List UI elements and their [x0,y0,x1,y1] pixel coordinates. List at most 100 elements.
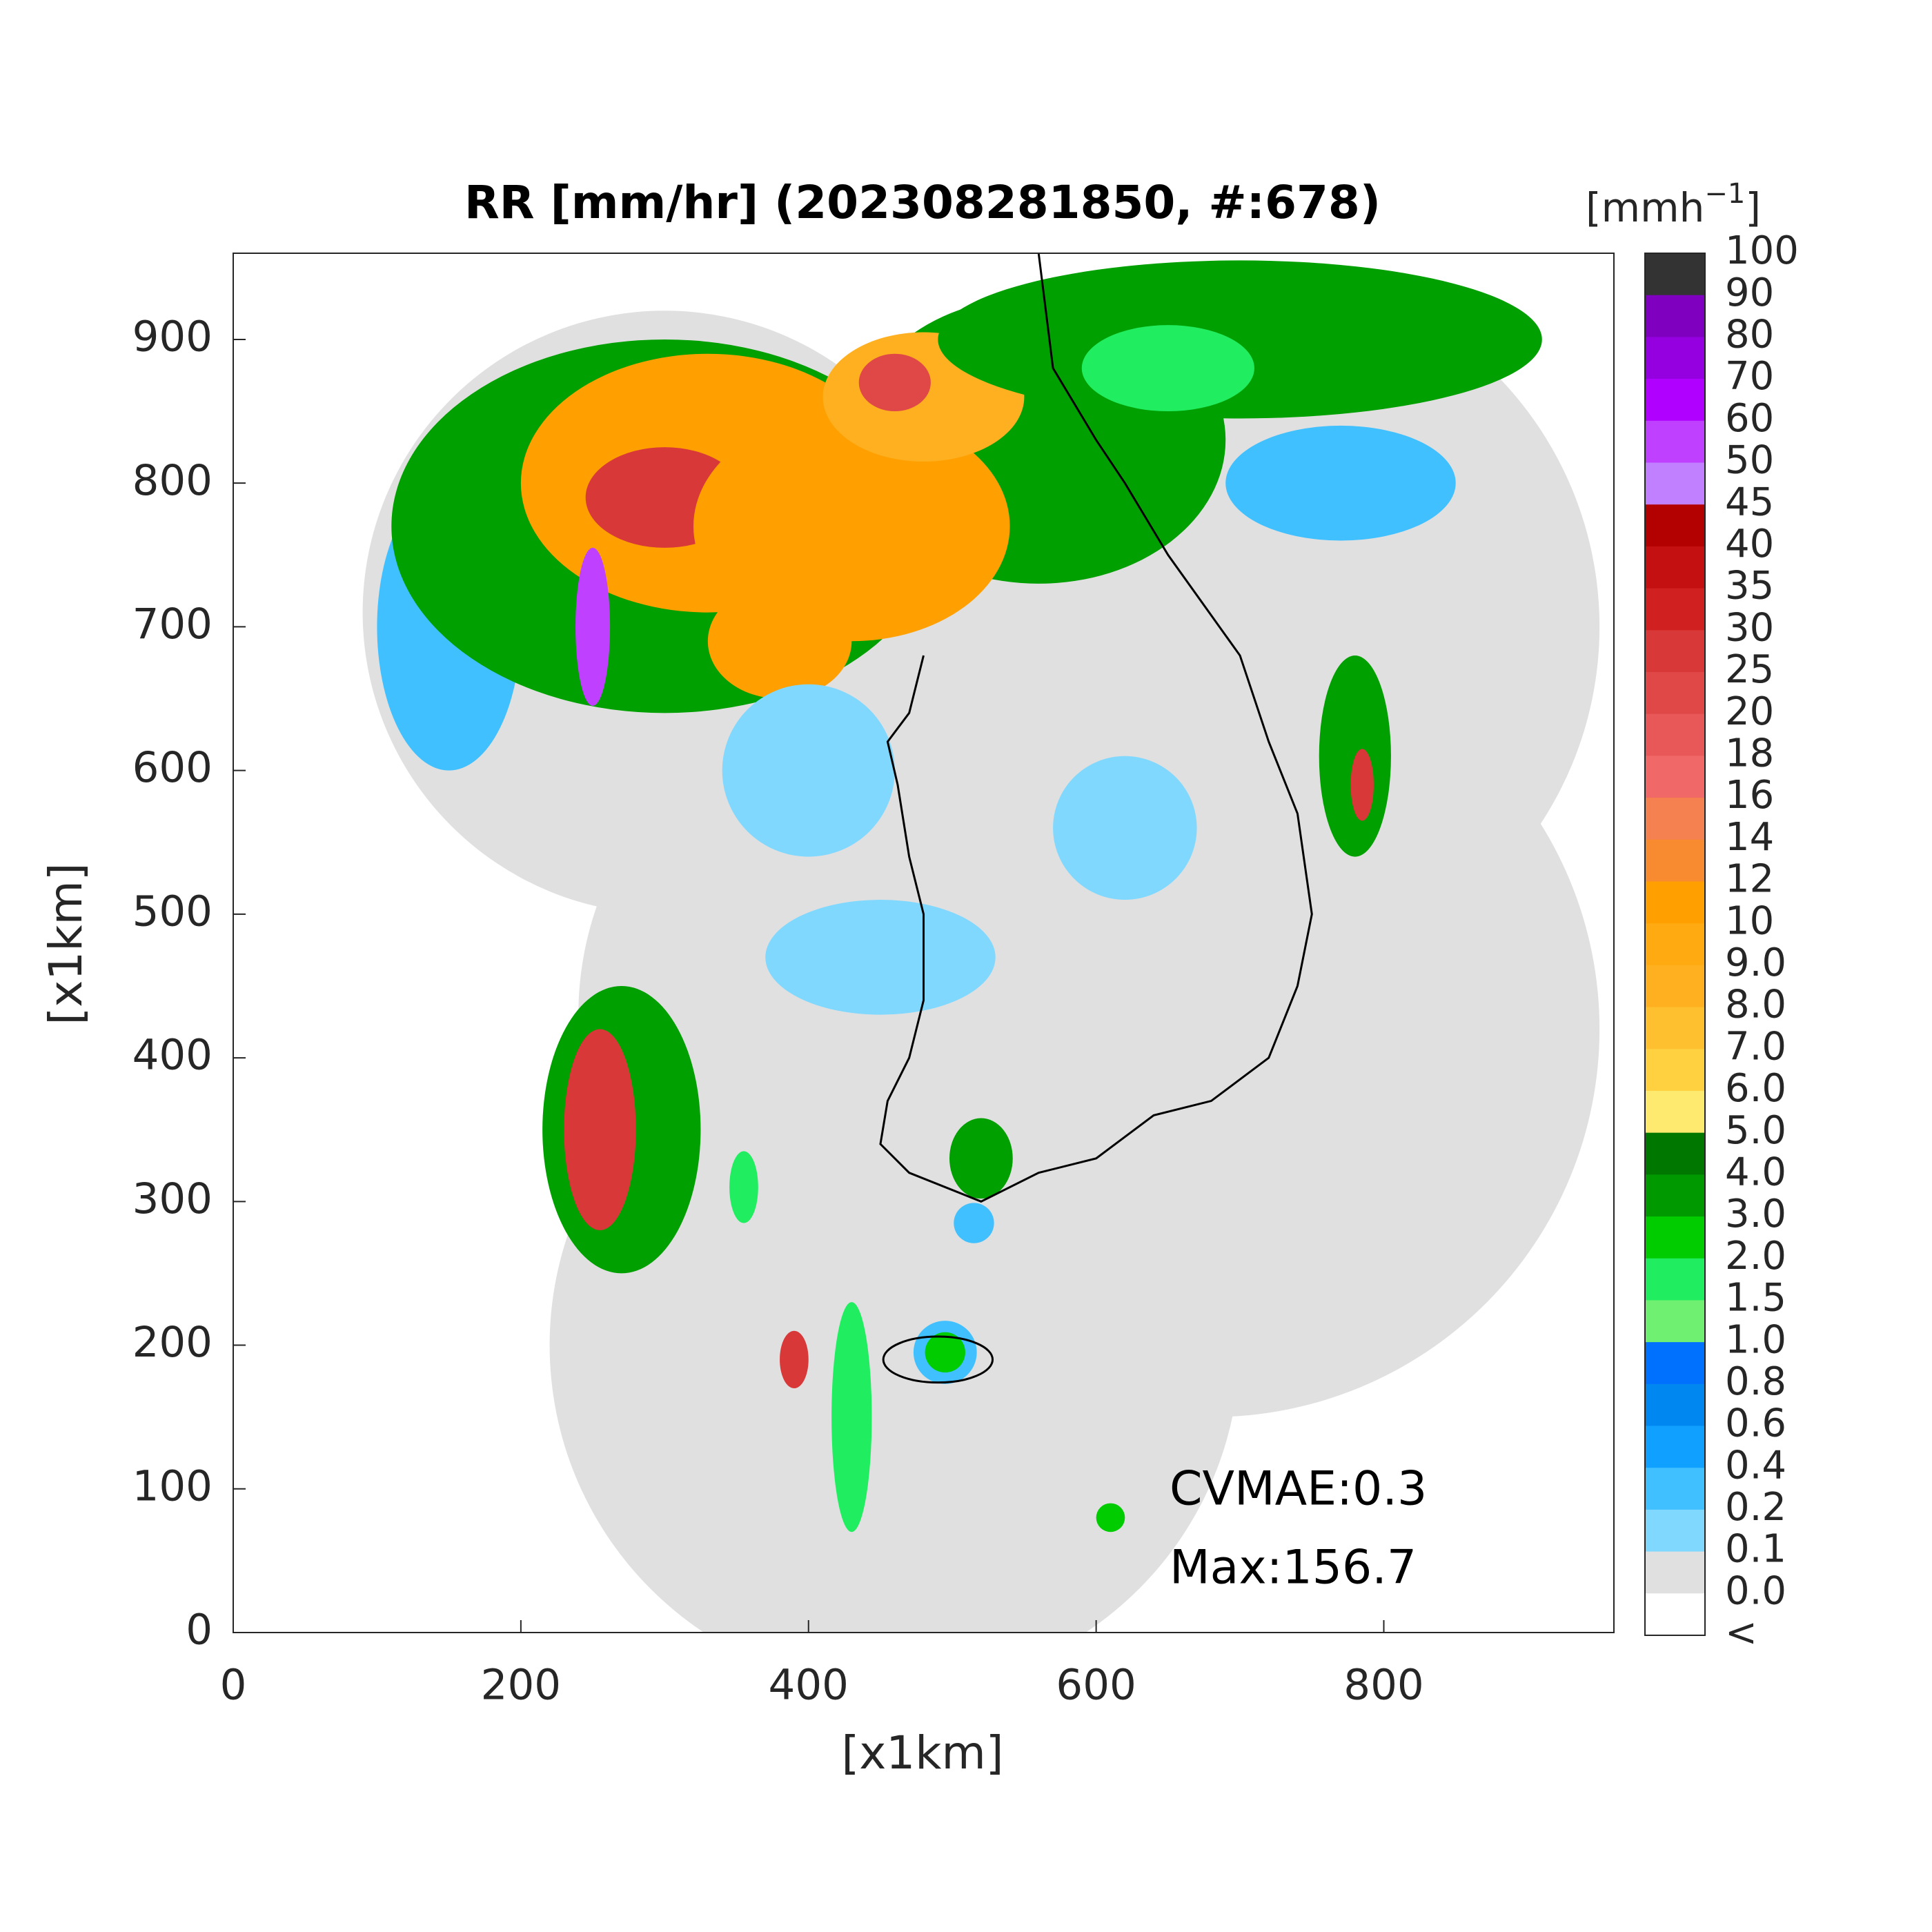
precip-patch [722,684,895,857]
colorbar-segment [1645,713,1705,756]
colorbar-label: 0.8 [1725,1359,1786,1404]
colorbar-segment [1645,504,1705,547]
x-tick-label: 600 [1056,1661,1136,1710]
chart-title: RR [mm/hr] (202308281850, #:678) [464,176,1381,229]
precip-patch [707,583,852,699]
colorbar-segment [1645,1551,1705,1594]
axes-box [233,253,1615,1633]
precip-patch [765,900,996,1015]
x-tick-label: 0 [220,1661,247,1710]
island-outline [882,1335,994,1384]
colorbar-label: 100 [1725,228,1799,273]
colorbar-segment [1645,1174,1705,1217]
colorbar-box [1644,253,1706,1636]
precip-patch [1081,325,1254,412]
coastline [879,253,1313,1203]
precip-patch [729,1151,758,1223]
colorbar-label: 3.0 [1725,1192,1786,1236]
colorbar-label: 90 [1725,270,1774,315]
colorbar-segment [1645,1383,1705,1427]
colorbar-label: 50 [1725,438,1774,483]
precip-patch [831,1302,872,1532]
colorbar-label: 12 [1725,857,1774,902]
precip-patch [1053,756,1197,900]
precip-patch [780,1330,809,1389]
colorbar-segment [1645,1132,1705,1175]
y-tick-label: 700 [132,600,213,649]
colorbar-segment [1645,1509,1705,1552]
colorbar-segment [1645,1049,1705,1092]
colorbar-segment [1645,462,1705,505]
y-tick-label: 600 [132,743,213,792]
unit-sup: −1 [1704,178,1745,210]
y-tick-label: 200 [132,1318,213,1367]
annotation: CVMAE:0.3 [1170,1462,1427,1517]
precip-patch [575,547,611,706]
colorbar-label: 1.0 [1725,1317,1786,1362]
colorbar-label: 25 [1725,647,1774,692]
colorbar-label: 5.0 [1725,1108,1786,1153]
colorbar-label: 2.0 [1725,1234,1786,1279]
colorbar-label: 1.5 [1725,1276,1786,1321]
unit-end: ] [1745,184,1761,231]
colorbar-segment [1645,630,1705,673]
colorbar-segment [1645,546,1705,589]
colorbar-segment [1645,1593,1705,1636]
colorbar-segment [1645,253,1705,296]
y-tick-label: 900 [132,313,213,362]
x-tick-label: 800 [1343,1661,1423,1710]
precip-patch [1225,425,1456,541]
colorbar-label: 14 [1725,815,1774,860]
colorbar-label: 60 [1725,396,1774,441]
colorbar-label: 6.0 [1725,1066,1786,1111]
colorbar-segment [1645,798,1705,840]
colorbar-label: 10 [1725,898,1774,943]
colorbar-segment [1645,1426,1705,1468]
colorbar-label: 20 [1725,689,1774,734]
map-area [362,253,1600,1633]
colorbar-label: 0.6 [1725,1401,1786,1446]
x-axis-label: [x1km] [841,1726,1003,1780]
precip-patch [954,1203,994,1243]
precip-patch [1096,1503,1125,1532]
colorbar-label: 35 [1725,564,1774,609]
y-axis-label: [x1km] [39,862,92,1025]
x-tick-label: 400 [769,1661,849,1710]
colorbar-segment [1645,1468,1705,1510]
colorbar-segment [1645,1007,1705,1049]
precip-patch [693,411,1010,642]
colorbar-label: 70 [1725,354,1774,399]
colorbar-segment [1645,756,1705,798]
y-tick-label: 300 [132,1174,213,1223]
colorbar-segment [1645,1300,1705,1343]
y-tick-label: 500 [132,887,213,936]
unit-base: [mmh [1586,184,1704,231]
colorbar-segment [1645,839,1705,882]
precip-patch [1319,656,1391,857]
colorbar-segment [1645,337,1705,379]
precip-patch [858,353,931,412]
colorbar-segment [1645,1258,1705,1301]
colorbar-label: 8.0 [1725,983,1786,1027]
y-tick-label: 100 [132,1461,213,1510]
colorbar-segment [1645,295,1705,337]
colorbar-segment [1645,379,1705,422]
precip-patch [564,1029,636,1230]
colorbar-segment [1645,965,1705,1008]
radar-coverage [549,1000,1240,1633]
colorbar-label: 30 [1725,605,1774,650]
colorbar-label: 9.0 [1725,940,1786,985]
y-tick-label: 400 [132,1031,213,1080]
precip-patch [949,1118,1013,1199]
colorbar-segment [1645,1342,1705,1385]
colorbar-segment [1645,588,1705,631]
colorbar-label: 40 [1725,522,1774,566]
annotation: Max:156.7 [1170,1541,1417,1595]
colorbar-label: 0.4 [1725,1443,1786,1488]
colorbar-segment [1645,1090,1705,1134]
colorbar-label: 7.0 [1725,1024,1786,1069]
colorbar-label: 0.2 [1725,1485,1786,1530]
colorbar-label: 80 [1725,313,1774,357]
y-tick-label: 800 [132,456,213,505]
colorbar-segment [1645,671,1705,715]
